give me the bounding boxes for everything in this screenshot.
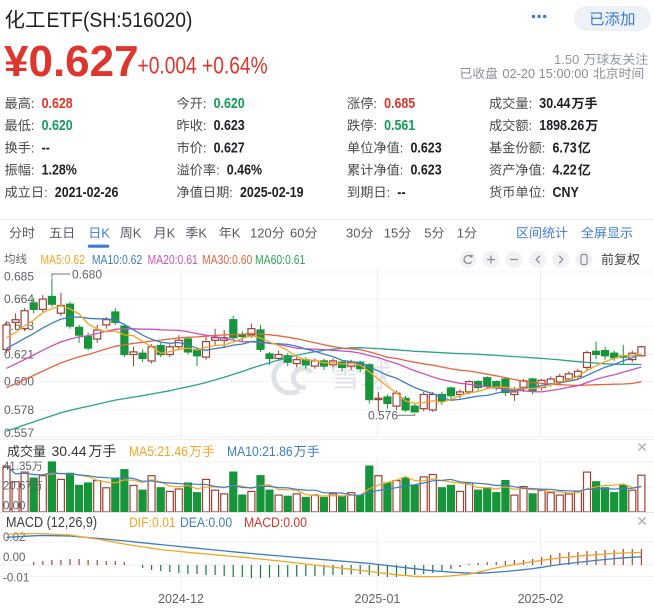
svg-text:-0.01: -0.01	[3, 573, 29, 585]
svg-text:0.561: 0.561	[384, 117, 415, 133]
svg-text:0.02: 0.02	[3, 532, 25, 544]
svg-text:K: K	[232, 226, 241, 241]
svg-text:¥0.627: ¥0.627	[4, 37, 139, 86]
svg-text::: :	[44, 185, 48, 200]
svg-text:1: 1	[457, 226, 464, 241]
svg-text:4.22: 4.22	[553, 162, 578, 178]
svg-text::: :	[216, 163, 220, 178]
svg-text:0.46%: 0.46%	[227, 162, 262, 178]
svg-text:0.685: 0.685	[4, 270, 34, 284]
svg-text:K: K	[101, 226, 110, 241]
svg-text:30.44: 30.44	[52, 443, 87, 459]
svg-text:--: --	[397, 184, 406, 200]
svg-text:15: 15	[384, 226, 398, 241]
svg-text:MA10:0.62: MA10:0.62	[92, 253, 142, 267]
svg-text:20.67: 20.67	[3, 481, 32, 493]
svg-text::: :	[31, 118, 35, 133]
svg-text::: :	[373, 96, 377, 111]
svg-text:0.623: 0.623	[411, 139, 442, 155]
svg-text:K: K	[133, 226, 142, 241]
svg-text::: :	[31, 140, 35, 155]
svg-text:0.664: 0.664	[4, 292, 34, 306]
svg-text::: :	[529, 118, 533, 133]
svg-text::: :	[31, 96, 35, 111]
svg-text:30: 30	[346, 226, 360, 241]
svg-text::: :	[229, 185, 233, 200]
svg-text:0.628: 0.628	[42, 95, 73, 111]
svg-text:1898.26: 1898.26	[539, 117, 584, 133]
svg-text::: :	[203, 96, 207, 111]
svg-text:0.578: 0.578	[4, 403, 34, 417]
svg-text::: :	[31, 163, 35, 178]
svg-text::: :	[529, 96, 533, 111]
svg-text:CNY: CNY	[553, 184, 579, 200]
svg-text::: :	[400, 163, 404, 178]
svg-text:6.73: 6.73	[553, 139, 578, 155]
svg-text:--: --	[42, 139, 51, 155]
svg-text:DEA:0.00: DEA:0.00	[180, 514, 232, 530]
svg-text:2025-01: 2025-01	[355, 592, 401, 606]
svg-text:30.44: 30.44	[539, 95, 570, 111]
svg-text:0.623: 0.623	[411, 162, 442, 178]
svg-text:MA5:21.46: MA5:21.46	[129, 443, 188, 459]
svg-text::: :	[400, 140, 404, 155]
svg-text:0.685: 0.685	[384, 95, 415, 111]
svg-text::: :	[542, 185, 546, 200]
svg-text:5: 5	[424, 226, 431, 241]
svg-text:02-20 15:00:00: 02-20 15:00:00	[502, 66, 588, 81]
svg-text:MACD:0.00: MACD:0.00	[244, 514, 307, 530]
svg-text:41.35: 41.35	[3, 461, 32, 473]
svg-text:ETF(SH:516020): ETF(SH:516020)	[47, 9, 193, 32]
svg-text:+0.004 +0.64%: +0.004 +0.64%	[138, 51, 268, 79]
svg-text:2024-12: 2024-12	[158, 592, 204, 606]
svg-text:0.00: 0.00	[3, 552, 25, 564]
svg-text:0.623: 0.623	[214, 117, 245, 133]
svg-text:MA30:0.60: MA30:0.60	[202, 253, 253, 267]
svg-text:MA60:0.61: MA60:0.61	[255, 253, 305, 267]
svg-text::: :	[373, 118, 377, 133]
svg-text:0.00: 0.00	[3, 501, 25, 513]
svg-text::: :	[203, 140, 207, 155]
svg-text:0.627: 0.627	[214, 139, 245, 155]
svg-text:DIF:0.01: DIF:0.01	[129, 514, 176, 530]
svg-text::: :	[203, 118, 207, 133]
svg-text:1.50: 1.50	[554, 52, 579, 67]
svg-text:MACD (12,26,9): MACD (12,26,9)	[6, 514, 97, 530]
svg-text:K: K	[167, 226, 176, 241]
svg-text:2025-02-19: 2025-02-19	[240, 184, 304, 200]
svg-text:MA20:0.61: MA20:0.61	[148, 253, 198, 267]
svg-text:0.576: 0.576	[368, 408, 398, 422]
svg-text:0.557: 0.557	[4, 426, 34, 440]
svg-text:MA5:0.62: MA5:0.62	[40, 253, 85, 267]
svg-text::: :	[542, 163, 546, 178]
svg-text:MA10:21.86: MA10:21.86	[227, 443, 293, 459]
svg-text:0.620: 0.620	[214, 95, 245, 111]
svg-text:1.28%: 1.28%	[42, 162, 77, 178]
svg-text:60: 60	[290, 226, 304, 241]
svg-text:120: 120	[250, 226, 272, 241]
svg-text:0.620: 0.620	[42, 117, 73, 133]
svg-text:2021-02-26: 2021-02-26	[55, 184, 119, 200]
svg-text:2025-02: 2025-02	[518, 592, 564, 606]
svg-text:K: K	[198, 226, 207, 241]
svg-text:0.680: 0.680	[72, 267, 102, 281]
svg-text::: :	[387, 185, 391, 200]
svg-text::: :	[542, 140, 546, 155]
